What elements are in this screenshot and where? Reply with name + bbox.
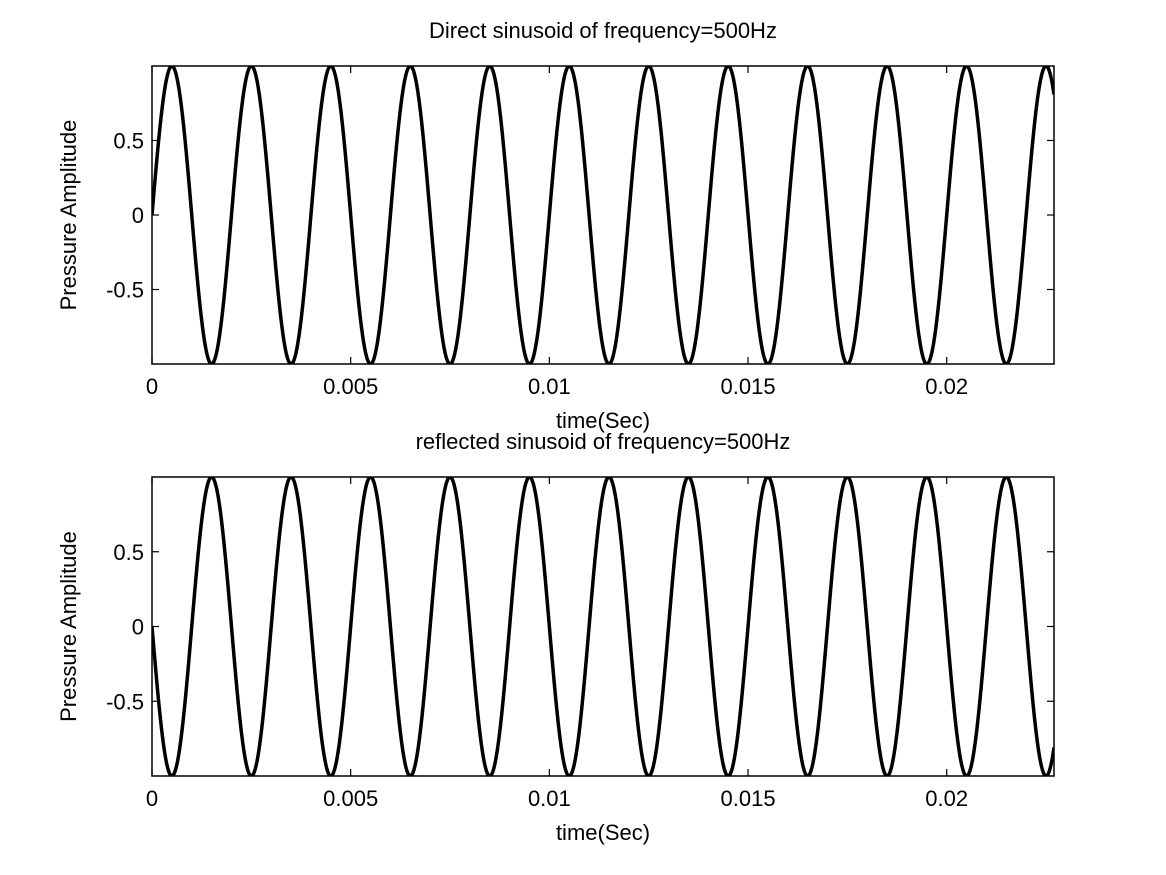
- x-tick-label: 0.015: [721, 374, 776, 399]
- y-axis-label: Pressure Amplitude: [56, 531, 81, 722]
- x-axis-label: time(Sec): [556, 820, 650, 845]
- chart-panel-1: Direct sinusoid of frequency=500Hz 0 0.005…: [56, 18, 1055, 433]
- y-tick-label: 0: [132, 203, 144, 228]
- series-line: [152, 477, 1054, 776]
- y-tick-label: 0.5: [113, 540, 144, 565]
- x-tick-label: 0: [146, 786, 158, 811]
- y-tick-label: 0.5: [113, 129, 144, 154]
- chart-title: Direct sinusoid of frequency=500Hz: [429, 18, 777, 43]
- y-tick-label: -0.5: [106, 278, 144, 303]
- x-axis-label: time(Sec): [556, 408, 650, 433]
- x-tick-label: 0.005: [323, 786, 378, 811]
- x-tick-label: 0.02: [925, 374, 968, 399]
- series-line: [152, 66, 1054, 364]
- x-tick-label: 0.02: [925, 786, 968, 811]
- chart-title: reflected sinusoid of frequency=500Hz: [416, 429, 791, 454]
- y-tick-label: 0: [132, 615, 144, 640]
- x-tick-label: 0.005: [323, 374, 378, 399]
- y-tick-label: -0.5: [106, 689, 144, 714]
- axes-box: [151, 476, 1055, 777]
- x-tick-label: 0.01: [528, 374, 571, 399]
- x-tick-label: 0: [146, 374, 158, 399]
- axes-box: [151, 65, 1055, 365]
- x-tick-label: 0.015: [721, 786, 776, 811]
- x-tick-label: 0.01: [528, 786, 571, 811]
- chart-panel-2: reflected sinusoid of frequency=500Hz 0 0.…: [56, 429, 1055, 845]
- y-axis-label: Pressure Amplitude: [56, 120, 81, 311]
